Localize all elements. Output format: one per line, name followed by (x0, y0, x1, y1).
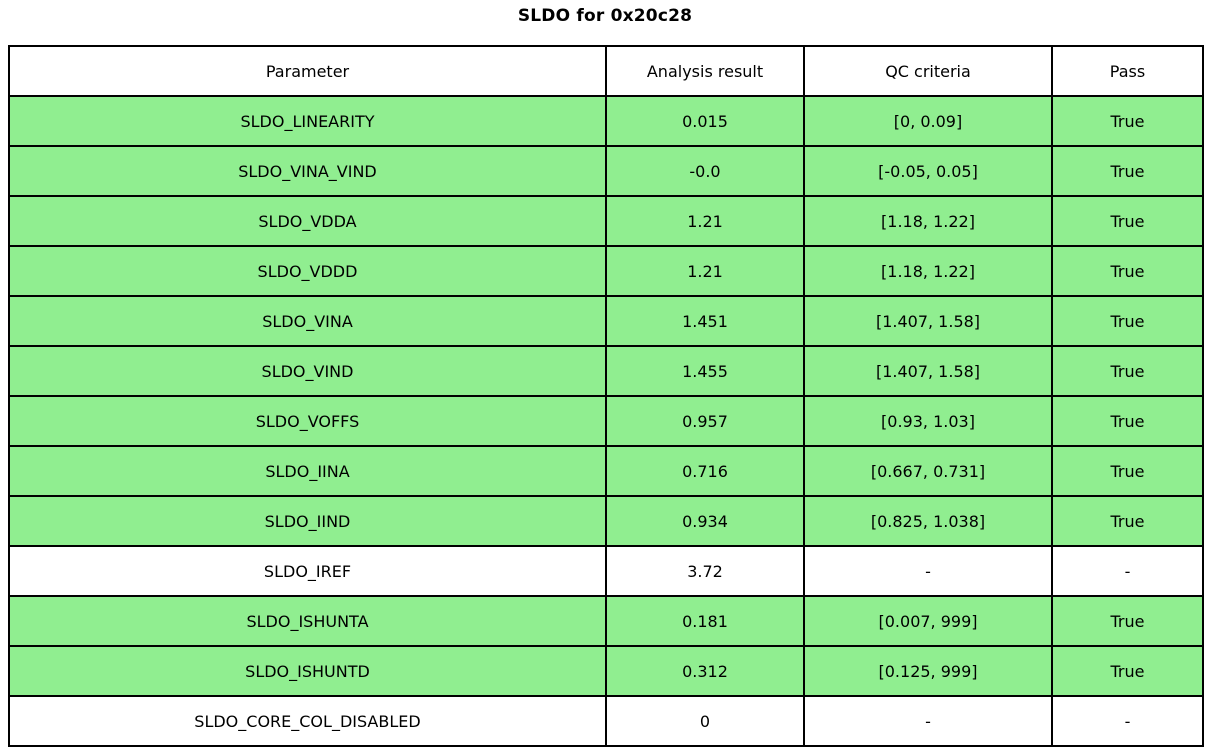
cell-qc-criteria: [1.18, 1.22] (803, 245, 1053, 297)
qc-table-body: SLDO_LINEARITY 0.015 [0, 0.09] True SLDO… (8, 95, 1204, 747)
table-header-row: Parameter Analysis result QC criteria Pa… (8, 45, 1204, 97)
cell-parameter: SLDO_VINA (8, 295, 607, 347)
cell-qc-criteria: [-0.05, 0.05] (803, 145, 1053, 197)
table-row: SLDO_ISHUNTD 0.312 [0.125, 999] True (8, 645, 1204, 697)
cell-parameter: SLDO_VIND (8, 345, 607, 397)
cell-pass-status: True (1051, 195, 1204, 247)
cell-pass-status: True (1051, 245, 1204, 297)
cell-qc-criteria: [1.407, 1.58] (803, 345, 1053, 397)
table-row: SLDO_IIND 0.934 [0.825, 1.038] True (8, 495, 1204, 547)
page-title: SLDO for 0x20c28 (517, 6, 693, 26)
cell-qc-criteria: [0, 0.09] (803, 95, 1053, 147)
cell-qc-criteria: [1.18, 1.22] (803, 195, 1053, 247)
cell-parameter: SLDO_VDDD (8, 245, 607, 297)
cell-pass-status: True (1051, 445, 1204, 497)
cell-pass-status: True (1051, 645, 1204, 697)
cell-analysis-result: 3.72 (605, 545, 805, 597)
cell-analysis-result: 0.716 (605, 445, 805, 497)
cell-qc-criteria: [1.407, 1.58] (803, 295, 1053, 347)
cell-parameter: SLDO_IINA (8, 445, 607, 497)
table-row: SLDO_VOFFS 0.957 [0.93, 1.03] True (8, 395, 1204, 447)
cell-analysis-result: 0.957 (605, 395, 805, 447)
table-row: SLDO_VDDD 1.21 [1.18, 1.22] True (8, 245, 1204, 297)
column-header-pass: Pass (1051, 45, 1204, 97)
cell-qc-criteria: [0.007, 999] (803, 595, 1053, 647)
cell-parameter: SLDO_VINA_VIND (8, 145, 607, 197)
column-header-parameter: Parameter (8, 45, 607, 97)
cell-qc-criteria: [0.667, 0.731] (803, 445, 1053, 497)
cell-pass-status: True (1051, 95, 1204, 147)
qc-results-table: Parameter Analysis result QC criteria Pa… (8, 45, 1204, 747)
cell-qc-criteria: [0.825, 1.038] (803, 495, 1053, 547)
cell-analysis-result: 0.312 (605, 645, 805, 697)
table-row: SLDO_ISHUNTA 0.181 [0.007, 999] True (8, 595, 1204, 647)
cell-qc-criteria: [0.125, 999] (803, 645, 1053, 697)
column-header-analysis-result: Analysis result (605, 45, 805, 97)
cell-parameter: SLDO_IREF (8, 545, 607, 597)
cell-pass-status: True (1051, 345, 1204, 397)
cell-qc-criteria: [0.93, 1.03] (803, 395, 1053, 447)
table-row: SLDO_CORE_COL_DISABLED 0 - - (8, 695, 1204, 747)
cell-parameter: SLDO_CORE_COL_DISABLED (8, 695, 607, 747)
cell-parameter: SLDO_VDDA (8, 195, 607, 247)
cell-pass-status: - (1051, 545, 1204, 597)
table-row: SLDO_LINEARITY 0.015 [0, 0.09] True (8, 95, 1204, 147)
cell-pass-status: - (1051, 695, 1204, 747)
cell-pass-status: True (1051, 295, 1204, 347)
table-row: SLDO_VINA_VIND -0.0 [-0.05, 0.05] True (8, 145, 1204, 197)
cell-parameter: SLDO_VOFFS (8, 395, 607, 447)
cell-pass-status: True (1051, 395, 1204, 447)
cell-qc-criteria: - (803, 695, 1053, 747)
cell-analysis-result: 1.21 (605, 245, 805, 297)
cell-pass-status: True (1051, 595, 1204, 647)
cell-analysis-result: 1.451 (605, 295, 805, 347)
cell-pass-status: True (1051, 145, 1204, 197)
cell-analysis-result: 1.21 (605, 195, 805, 247)
cell-analysis-result: 0.181 (605, 595, 805, 647)
cell-analysis-result: 0.934 (605, 495, 805, 547)
cell-parameter: SLDO_ISHUNTD (8, 645, 607, 697)
table-row: SLDO_VDDA 1.21 [1.18, 1.22] True (8, 195, 1204, 247)
table-row: SLDO_IINA 0.716 [0.667, 0.731] True (8, 445, 1204, 497)
cell-parameter: SLDO_IIND (8, 495, 607, 547)
table-row: SLDO_VINA 1.451 [1.407, 1.58] True (8, 295, 1204, 347)
cell-analysis-result: 0.015 (605, 95, 805, 147)
cell-qc-criteria: - (803, 545, 1053, 597)
cell-parameter: SLDO_LINEARITY (8, 95, 607, 147)
cell-analysis-result: -0.0 (605, 145, 805, 197)
table-row: SLDO_VIND 1.455 [1.407, 1.58] True (8, 345, 1204, 397)
cell-pass-status: True (1051, 495, 1204, 547)
column-header-qc-criteria: QC criteria (803, 45, 1053, 97)
cell-analysis-result: 0 (605, 695, 805, 747)
cell-parameter: SLDO_ISHUNTA (8, 595, 607, 647)
table-row: SLDO_IREF 3.72 - - (8, 545, 1204, 597)
cell-analysis-result: 1.455 (605, 345, 805, 397)
